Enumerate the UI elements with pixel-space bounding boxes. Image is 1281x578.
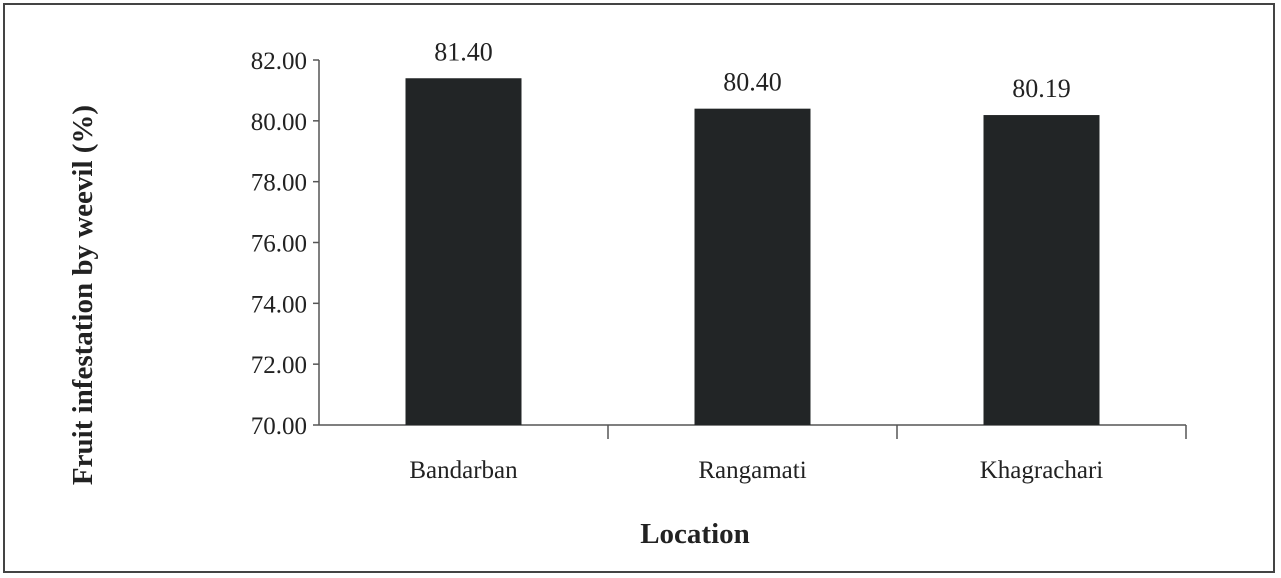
bar-rangamati [694,108,811,426]
x-tick-label: Rangamati [698,457,806,484]
y-tick-label: 70.00 [251,413,307,440]
data-label: 81.40 [434,37,493,66]
x-tick-label: Khagrachari [980,457,1104,484]
bar-bandarban [405,78,522,425]
y-axis-title: Fruit infestation by weevil (%) [67,105,99,485]
y-tick-label: 72.00 [251,352,307,379]
y-tick-label: 78.00 [251,170,307,197]
x-axis-title: Location [640,518,750,550]
y-tick-label: 76.00 [251,231,307,258]
y-tick-label: 80.00 [251,109,307,136]
bar-khagrachari [983,115,1100,425]
x-tick-label: Bandarban [409,457,518,484]
y-tick-label: 82.00 [251,48,307,75]
data-label: 80.40 [723,68,782,97]
data-label: 80.19 [1012,74,1071,103]
y-tick-label: 74.00 [251,291,307,318]
labels-group: 70.00 72.00 74.00 76.00 78.00 80.00 82.00 81.40… [251,37,1104,484]
bars-group [405,78,1100,426]
